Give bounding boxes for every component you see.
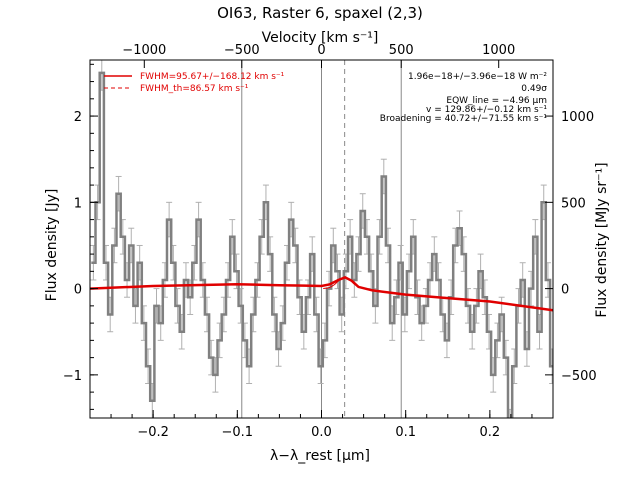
top-tick-label: 0	[317, 43, 325, 58]
spectrum-step-line	[91, 71, 553, 418]
annotation-velocity: v = 129.86+/−0.12 km s⁻¹	[426, 105, 547, 115]
annotation-eqw: EQW_line = −4.96 μm	[446, 96, 547, 106]
x-tick-label: −0.2	[137, 425, 169, 440]
annotation-broadening: Broadening = 40.72+/−71.55 km s⁻¹	[380, 114, 548, 124]
y-right-tick-label: 0	[561, 283, 569, 298]
y-tick-label: 0	[74, 283, 82, 298]
gaussian-line-profile	[323, 276, 367, 289]
y-right-axis-title: Flux density [MJy sr⁻¹]	[594, 162, 610, 317]
x-tick-label: −0.1	[222, 425, 254, 440]
y-right-tick-label: 500	[561, 196, 586, 211]
x-tick-label: 0.1	[395, 425, 416, 440]
legend-entry-fwhm-th: FWHM_th=86.57 km s⁻¹	[140, 84, 249, 94]
x-tick-label: 0.2	[480, 425, 501, 440]
annotation-flux: 1.96e−18+/−3.96e−18 W m⁻²	[408, 72, 547, 82]
y-tick-label: −1	[63, 369, 82, 384]
y-tick-label: 1	[74, 196, 82, 211]
legend-entry-fwhm: FWHM=95.67+/−168.12 km s⁻¹	[140, 72, 285, 82]
top-axis-title: Velocity [km s⁻¹]	[262, 30, 379, 46]
top-tick-label: 500	[389, 43, 414, 58]
top-tick-label: 1000	[482, 43, 515, 58]
top-tick-label: −500	[224, 43, 260, 58]
fit-annotations: 1.96e−18+/−3.96e−18 W m⁻² 0.49σ EQW_line…	[380, 72, 548, 124]
plot-area: −0.2 −0.1 0.0 0.1 0.2 −1000 −500 0 500 1000 −1 0 1 2 −…	[63, 43, 597, 440]
y-axis-title: Flux density [Jy]	[44, 189, 60, 302]
y-tick-label: 2	[74, 110, 82, 125]
legend: FWHM=95.67+/−168.12 km s⁻¹ FWHM_th=86.57…	[104, 72, 285, 94]
y-right-tick-label: −500	[561, 369, 597, 384]
y-right-tick-label: 1000	[561, 110, 594, 125]
x-axis-title: λ−λ_rest [μm]	[270, 448, 370, 464]
top-tick-label: −1000	[122, 43, 166, 58]
plot-clip-group	[90, 60, 553, 418]
x-tick-label: 0.0	[311, 425, 332, 440]
chart-title: OI63, Raster 6, spaxel (2,3)	[217, 4, 423, 22]
annotation-sigma: 0.49σ	[521, 84, 547, 94]
